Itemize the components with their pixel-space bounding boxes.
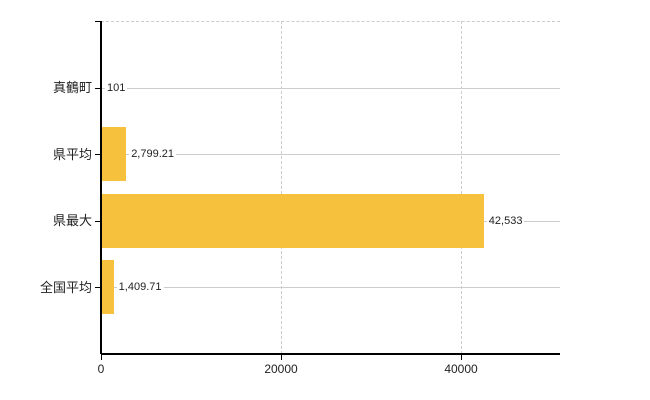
y-tick	[95, 87, 101, 89]
row-gridline	[101, 87, 560, 89]
x-tick	[461, 355, 462, 360]
x-axis	[101, 353, 560, 355]
x-gridline	[281, 21, 282, 354]
row-gridline	[101, 154, 560, 156]
y-tick	[95, 287, 101, 289]
category-label: 県最大	[52, 213, 92, 229]
x-tick-label: 40000	[444, 362, 478, 376]
category-label: 県平均	[52, 146, 92, 162]
x-tick	[281, 355, 282, 360]
category-label: 真鶴町	[52, 80, 92, 96]
x-tick-label: 0	[97, 362, 105, 376]
value-label: 2,799.21	[129, 148, 177, 162]
value-label: 1,409.71	[116, 281, 164, 295]
row-gridline	[101, 287, 560, 289]
x-tick	[101, 355, 102, 360]
y-axis-top-tick	[95, 21, 101, 22]
y-axis	[100, 21, 102, 354]
bar	[101, 193, 484, 248]
plot-top-border	[101, 21, 560, 22]
value-label: 42,533	[486, 214, 525, 228]
y-tick	[95, 220, 101, 222]
x-gridline	[461, 21, 462, 354]
x-tick-label: 20000	[264, 362, 298, 376]
bar	[101, 260, 114, 315]
value-label: 101	[105, 81, 128, 95]
category-label: 全国平均	[39, 279, 92, 295]
y-tick	[95, 154, 101, 156]
bar	[101, 127, 127, 182]
